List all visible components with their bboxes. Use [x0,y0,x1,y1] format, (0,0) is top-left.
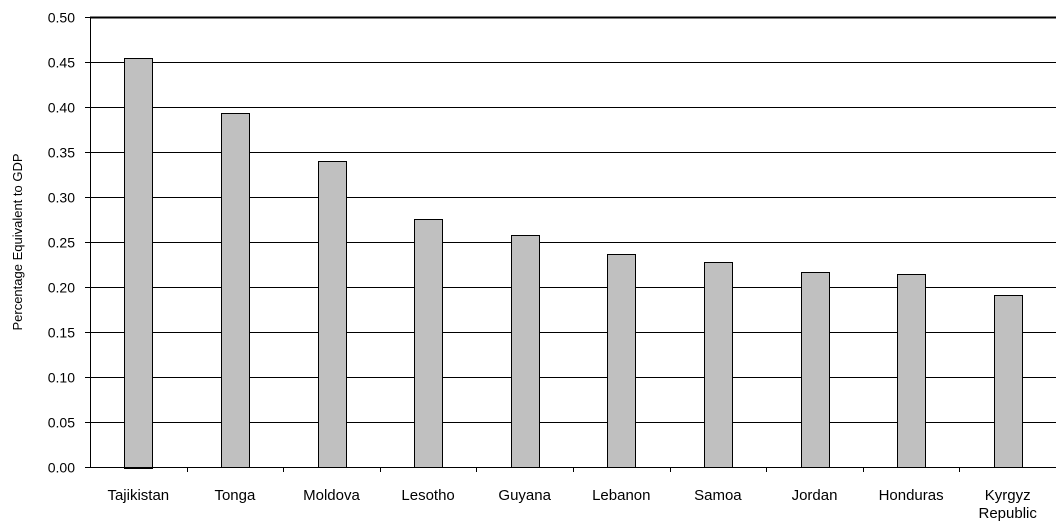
bar [124,58,153,469]
x-tick-label: Jordan [792,487,838,504]
y-tick-label: 0.35 [48,145,75,161]
bar [897,274,926,468]
bar [801,272,830,468]
x-tick-label: Republic [979,505,1038,522]
bar [511,235,540,468]
bars [124,58,1023,469]
y-tick-label: 0.40 [48,100,75,116]
bar [221,113,250,468]
x-tick-label: Lesotho [401,487,454,504]
y-tick-labels: 0.00 0.05 0.10 0.15 0.20 0.25 0.30 0.35 0.40 0.45… [48,10,75,476]
bar [414,219,443,468]
bar [704,262,733,468]
y-tick-label: 0.10 [48,370,75,386]
x-tick-label: Kyrgyz [985,487,1031,504]
x-tick-label: Tajikistan [107,487,169,504]
bar [994,295,1023,468]
x-tick-labels: Tajikistan Tonga Moldova Lesotho Guyana Leban… [107,487,1037,522]
y-tick-label: 0.15 [48,325,75,341]
y-tick-label: 0.50 [48,10,75,26]
y-tick-label: 0.25 [48,235,75,251]
y-axis-label: Percentage Equivalent to GDP [10,153,25,330]
x-tick-label: Honduras [879,487,944,504]
y-tick-label: 0.30 [48,190,75,206]
x-tick-label: Samoa [694,487,742,504]
x-tick-label: Lebanon [592,487,650,504]
x-tick-label: Moldova [303,487,360,504]
x-tick-label: Guyana [498,487,551,504]
y-tick-label: 0.00 [48,460,75,476]
x-tick-label: Tonga [214,487,256,504]
axes [85,16,1056,472]
y-tick-label: 0.45 [48,55,75,71]
y-tick-label: 0.20 [48,280,75,296]
y-tick-label: 0.05 [48,415,75,431]
bar [607,254,636,468]
bar [318,161,347,468]
